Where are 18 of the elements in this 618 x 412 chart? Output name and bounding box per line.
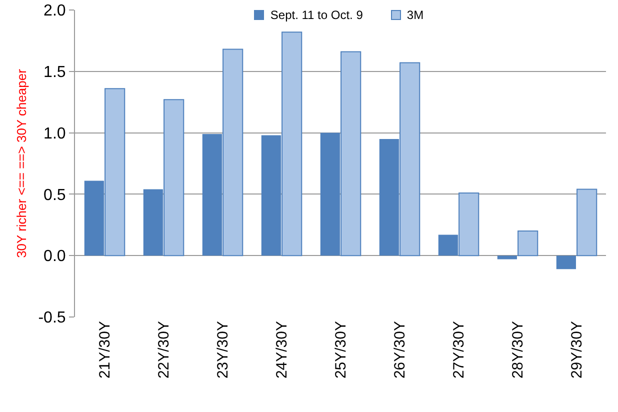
y-tick-label: 1.0 — [44, 125, 66, 142]
x-tick-label: 29Y/30Y — [568, 321, 586, 379]
x-tick-label: 24Y/30Y — [273, 321, 290, 379]
x-tick-label: 26Y/30Y — [391, 321, 408, 379]
y-tick-label: 2.0 — [44, 2, 66, 20]
y-tick-label: 0.5 — [44, 186, 66, 204]
x-tick-label: 22Y/30Y — [155, 321, 172, 379]
y-tick-label: 0.0 — [44, 248, 66, 266]
x-tick-label: 25Y/30Y — [332, 321, 350, 379]
x-tick-label: 27Y/30Y — [450, 321, 468, 379]
legend-label: 3M — [406, 8, 424, 22]
y-tick-label: -0.5 — [38, 310, 66, 327]
x-tick-label: 23Y/30Y — [214, 321, 232, 379]
x-tick-label: 21Y/30Y — [96, 321, 114, 379]
y-tick-label: 1.5 — [44, 64, 66, 81]
y-axis-title: 30Y richer <== ==> 30Y cheaper — [14, 68, 30, 258]
x-tick-label: 28Y/30Y — [509, 321, 526, 379]
legend-label: Sept. 11 to Oct. 9 — [270, 8, 363, 22]
